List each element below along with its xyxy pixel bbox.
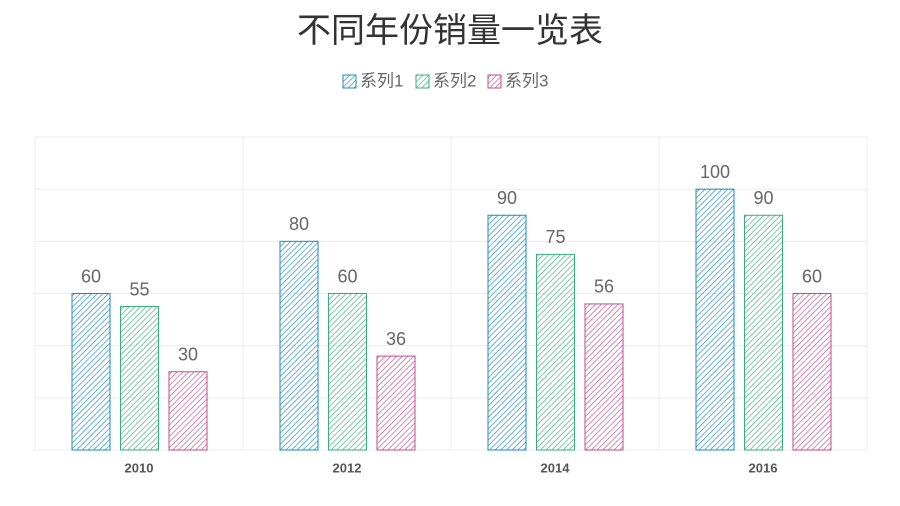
x-tick-label: 2010: [125, 460, 154, 475]
legend-swatch: [487, 74, 502, 89]
bar: [744, 214, 783, 451]
legend-swatch: [342, 74, 357, 89]
legend-label: 系列3: [505, 71, 548, 90]
value-label: 60: [337, 266, 357, 286]
bar: [328, 293, 367, 451]
legend-label: 系列2: [433, 71, 476, 90]
value-label: 60: [81, 266, 101, 286]
bar: [279, 240, 319, 451]
value-label: 75: [545, 227, 565, 247]
bar: [487, 214, 527, 451]
value-label: 90: [497, 188, 517, 208]
x-tick-label: 2014: [541, 460, 571, 475]
bar: [536, 253, 575, 451]
value-label: 36: [386, 329, 406, 349]
value-label: 55: [129, 279, 149, 299]
bar: [792, 293, 832, 451]
value-label: 80: [289, 214, 309, 234]
legend-swatch: [415, 74, 430, 89]
bar: [376, 355, 416, 451]
bar: [695, 188, 735, 451]
chart-title: 不同年份销量一览表: [297, 12, 603, 50]
value-label: 60: [802, 266, 822, 286]
value-label: 90: [753, 188, 773, 208]
bar: [71, 293, 111, 451]
value-label: 100: [700, 162, 730, 182]
bar: [168, 371, 208, 451]
bar: [120, 306, 159, 451]
value-label: 56: [594, 277, 614, 297]
x-tick-label: 2016: [749, 460, 778, 475]
legend-label: 系列1: [360, 71, 403, 90]
x-tick-label: 2012: [333, 460, 362, 475]
value-label: 30: [178, 345, 198, 365]
bar: [584, 303, 624, 451]
